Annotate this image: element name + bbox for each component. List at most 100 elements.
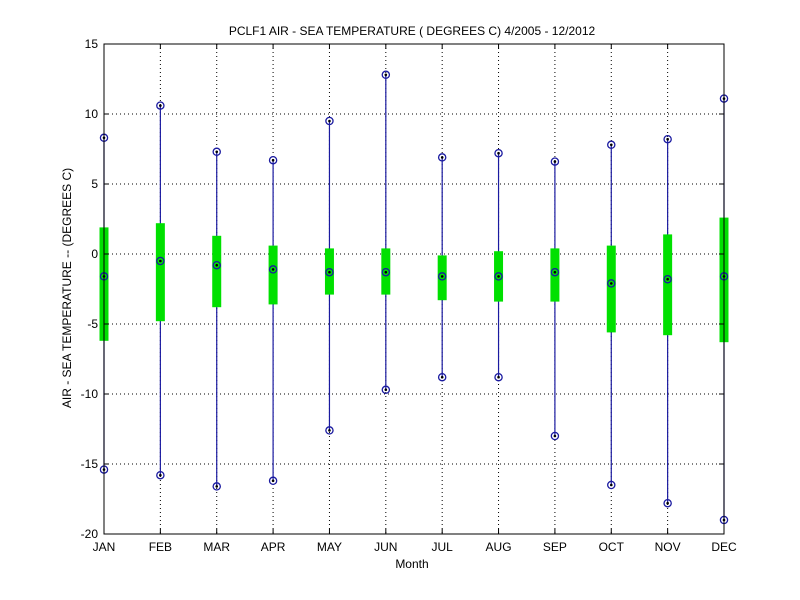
median-marker xyxy=(494,272,503,281)
median-marker-dot xyxy=(215,263,219,267)
axis-ticks: JAN FEB MAR APR MAY JUN JUL AUG SEP OCT NOV DEC -20 -… xyxy=(81,37,737,554)
max-marker-dot xyxy=(497,151,500,155)
median-marker xyxy=(212,260,221,270)
median-marker-dot xyxy=(553,270,557,274)
grid xyxy=(104,44,724,534)
median-marker xyxy=(550,267,560,277)
box-nov xyxy=(663,134,673,508)
max-marker-dot xyxy=(159,104,162,107)
median-marker-dot xyxy=(328,270,331,274)
max-marker-dot xyxy=(609,143,613,147)
median-marker-dot xyxy=(666,277,669,281)
min-marker-dot xyxy=(271,479,275,483)
iqr-box xyxy=(606,245,616,333)
max-marker xyxy=(663,134,672,144)
box-oct xyxy=(606,140,616,490)
box-sep xyxy=(550,157,560,441)
max-marker xyxy=(381,70,391,80)
max-marker xyxy=(437,153,447,162)
box-aug xyxy=(494,148,504,382)
x-tick-label: JUL xyxy=(432,540,454,554)
min-marker-dot xyxy=(666,501,669,505)
y-tick-label: -5 xyxy=(87,317,98,331)
max-marker-dot xyxy=(271,158,275,162)
box-feb xyxy=(155,101,165,480)
max-marker xyxy=(212,147,221,157)
y-tick-label: -20 xyxy=(81,527,99,541)
box-mar xyxy=(212,147,222,491)
x-tick-label: NOV xyxy=(655,540,681,554)
x-tick-label: OCT xyxy=(599,540,625,554)
median-marker xyxy=(156,256,165,266)
min-marker xyxy=(381,385,391,395)
plot-data xyxy=(99,70,729,525)
x-axis-label: Month xyxy=(395,557,428,571)
min-marker xyxy=(437,372,447,382)
y-tick-label: 15 xyxy=(85,37,99,51)
min-marker xyxy=(212,482,221,491)
iqr-box xyxy=(268,245,278,305)
x-tick-label: APR xyxy=(261,540,286,554)
max-marker xyxy=(607,140,616,150)
median-marker-dot xyxy=(384,270,388,274)
min-marker-dot xyxy=(384,388,388,392)
x-tick-label: JUN xyxy=(374,540,397,554)
median-marker xyxy=(437,272,447,281)
iqr-box xyxy=(437,255,447,301)
y-tick-label: -10 xyxy=(81,387,99,401)
median-marker xyxy=(607,279,616,288)
min-marker-dot xyxy=(159,473,162,477)
max-marker-dot xyxy=(215,150,219,154)
median-marker-dot xyxy=(159,259,162,263)
median-marker xyxy=(268,265,278,274)
y-tick-label: 0 xyxy=(91,247,98,261)
box-jul xyxy=(437,153,447,382)
median-marker-dot xyxy=(497,275,500,278)
x-tick-label: DEC xyxy=(711,540,737,554)
x-tick-label: MAR xyxy=(203,540,230,554)
median-marker-dot xyxy=(440,275,444,278)
max-marker xyxy=(494,148,503,158)
max-marker-dot xyxy=(666,137,669,141)
min-marker xyxy=(268,476,278,486)
median-marker-dot xyxy=(609,282,613,285)
box-apr xyxy=(268,155,278,486)
min-marker-dot xyxy=(215,485,219,488)
chart-title: PCLF1 AIR - SEA TEMPERATURE ( DEGREES C)… xyxy=(229,24,596,38)
y-tick-label: -15 xyxy=(81,457,99,471)
x-tick-label: AUG xyxy=(486,540,512,554)
max-marker-dot xyxy=(440,156,444,159)
axes-frame xyxy=(103,43,725,535)
y-tick-label: 5 xyxy=(91,177,98,191)
median-marker xyxy=(325,267,334,277)
min-marker xyxy=(607,480,616,490)
min-marker xyxy=(325,426,334,435)
max-marker-dot xyxy=(328,119,331,123)
min-marker-dot xyxy=(609,483,613,487)
y-tick-label: 10 xyxy=(85,107,99,121)
x-tick-label: MAY xyxy=(317,540,342,554)
box-jun xyxy=(381,70,391,395)
min-marker-dot xyxy=(553,434,557,438)
iqr-box xyxy=(212,235,222,308)
median-marker xyxy=(381,267,391,277)
x-tick-label: SEP xyxy=(543,540,567,554)
max-marker xyxy=(156,101,165,110)
min-marker xyxy=(550,431,560,441)
min-marker xyxy=(663,498,672,508)
box-may xyxy=(324,116,334,435)
median-marker-dot xyxy=(271,268,275,271)
iqr-box xyxy=(550,248,560,302)
max-marker xyxy=(268,155,278,165)
max-marker-dot xyxy=(553,160,557,163)
max-marker xyxy=(325,116,334,126)
x-tick-label: JAN xyxy=(93,540,116,554)
max-marker xyxy=(550,157,560,166)
min-marker xyxy=(156,470,165,480)
x-tick-label: FEB xyxy=(149,540,172,554)
min-marker xyxy=(494,372,503,382)
median-marker xyxy=(663,274,672,284)
min-marker-dot xyxy=(328,429,331,432)
iqr-box xyxy=(663,234,673,336)
